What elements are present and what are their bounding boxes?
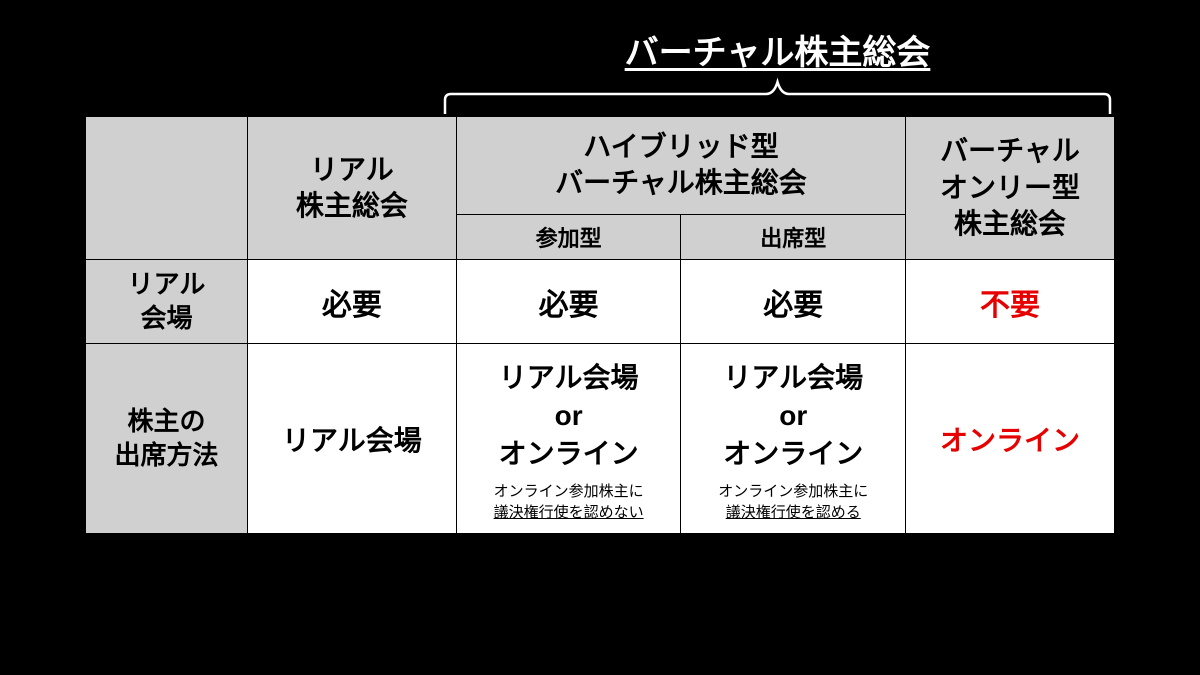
cell-method-hybrid-attendance: リアル会場 or オンライン オンライン参加株主に 議決権行使を認める (681, 344, 906, 534)
cell-venue-hybrid-participation: 必要 (456, 259, 681, 344)
row-method: 株主の 出席方法 リアル会場 リアル会場 or オンライン オンライン参加株主に… (86, 344, 1115, 534)
cell-method-virtual-only: オンライン (906, 344, 1115, 534)
comparison-table: リアル 株主総会 ハイブリッド型 バーチャル株主総会 バーチャル オンリー型 株… (85, 116, 1115, 534)
col-header-hybrid-line2: バーチャル株主総会 (555, 167, 807, 198)
row-header-venue: リアル 会場 (86, 259, 248, 344)
cell-venue-virtual-only: 不要 (906, 259, 1115, 344)
diagram-container: バーチャル株主総会 リアル 株主総会 ハイブリッド型 バーチャル株主総会 バーチ… (85, 25, 1115, 534)
brace-icon (440, 76, 1115, 116)
col-header-real-line1: リアル (310, 154, 394, 185)
col-header-hybrid-line1: ハイブリッド型 (583, 131, 778, 162)
cell-method-hp-line1: リアル会場 (499, 362, 639, 393)
cell-venue-hybrid-attendance: 必要 (681, 259, 906, 344)
row-venue: リアル 会場 必要 必要 必要 不要 (86, 259, 1115, 344)
cell-method-ha-note: オンライン参加株主に 議決権行使を認める (687, 482, 899, 523)
col-header-real: リアル 株主総会 (247, 117, 456, 260)
cell-method-hp-note: オンライン参加株主に 議決権行使を認めない (463, 482, 675, 523)
cell-method-ha-note1: オンライン参加株主に (718, 483, 868, 500)
col-header-real-line2: 株主総会 (296, 190, 408, 221)
corner-cell (86, 117, 248, 260)
col-header-vonly-line2: オンリー型 (940, 172, 1080, 203)
col-header-vonly-line1: バーチャル (940, 135, 1080, 166)
row-header-method: 株主の 出席方法 (86, 344, 248, 534)
cell-method-ha-note2: 議決権行使を認める (726, 504, 861, 521)
cell-venue-real: 必要 (247, 259, 456, 344)
row-header-method-line1: 株主の (127, 406, 205, 436)
virtual-meeting-title: バーチャル株主総会 (440, 25, 1115, 74)
cell-method-real: リアル会場 (247, 344, 456, 534)
cell-method-ha-line2: オンライン (723, 438, 863, 469)
row-header-venue-line2: 会場 (140, 303, 192, 333)
col-header-hybrid-participation: 参加型 (456, 214, 681, 259)
cell-method-ha-line1: リアル会場 (723, 362, 863, 393)
col-header-vonly-line3: 株主総会 (954, 208, 1066, 239)
row-header-venue-line1: リアル (128, 269, 206, 299)
cell-method-hp-note1: オンライン参加株主に (494, 483, 644, 500)
col-header-hybrid-group: ハイブリッド型 バーチャル株主総会 (456, 117, 905, 215)
cell-method-hp-note2: 議決権行使を認めない (494, 504, 644, 521)
cell-method-ha-or: or (779, 400, 807, 431)
col-header-hybrid-attendance: 出席型 (681, 214, 906, 259)
cell-method-hp-or: or (555, 400, 583, 431)
col-header-virtual-only: バーチャル オンリー型 株主総会 (906, 117, 1115, 260)
row-header-method-line2: 出席方法 (114, 440, 218, 470)
cell-method-hp-line2: オンライン (499, 438, 639, 469)
cell-method-hybrid-participation: リアル会場 or オンライン オンライン参加株主に 議決権行使を認めない (456, 344, 681, 534)
